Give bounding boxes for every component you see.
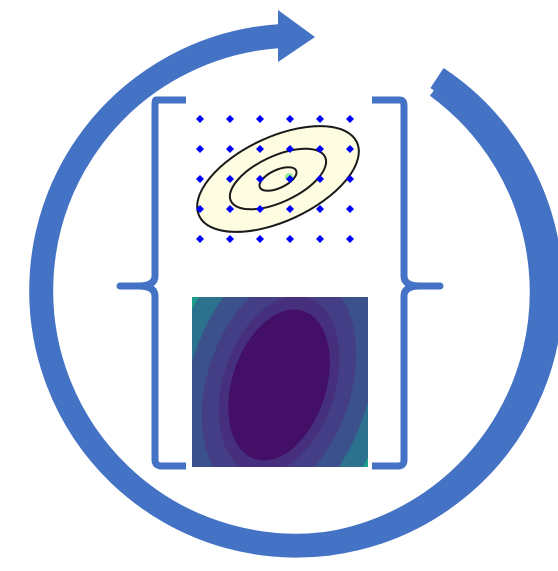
grid-point bbox=[316, 205, 324, 213]
grid-point bbox=[316, 145, 324, 153]
grid-point bbox=[256, 115, 264, 123]
grid-point bbox=[196, 205, 204, 213]
cycle-arc-right bbox=[324, 76, 554, 556]
heatmap-core bbox=[228, 309, 330, 461]
grid-point bbox=[226, 145, 234, 153]
heatmap bbox=[192, 297, 368, 467]
grid-point bbox=[346, 145, 354, 153]
grid-point bbox=[256, 235, 264, 243]
grid-point bbox=[346, 205, 354, 213]
contour-inner bbox=[258, 166, 298, 192]
right-curly-brace-icon bbox=[372, 96, 444, 470]
grid-point bbox=[286, 115, 294, 123]
grid-point bbox=[346, 175, 354, 183]
grid-point bbox=[316, 235, 324, 243]
grid-point bbox=[346, 115, 354, 123]
grid-point bbox=[256, 175, 264, 183]
grid-point bbox=[196, 145, 204, 153]
grid-point bbox=[316, 115, 324, 123]
grid-point bbox=[226, 115, 234, 123]
grid-point bbox=[286, 145, 294, 153]
grid-point bbox=[196, 235, 204, 243]
grid-point bbox=[256, 145, 264, 153]
grid-point bbox=[256, 205, 264, 213]
grid-point bbox=[346, 235, 354, 243]
grid-point bbox=[286, 175, 294, 183]
sample-grid bbox=[196, 115, 354, 243]
grid-point bbox=[196, 175, 204, 183]
contour-plot bbox=[196, 125, 360, 233]
cycle-arrowhead bbox=[278, 10, 315, 62]
grid-point bbox=[226, 235, 234, 243]
contour-outer bbox=[196, 125, 360, 233]
grid-point bbox=[196, 115, 204, 123]
grid-point bbox=[316, 175, 324, 183]
grid-point bbox=[286, 235, 294, 243]
grid-point bbox=[226, 175, 234, 183]
grid-point bbox=[286, 205, 294, 213]
left-curly-brace-icon bbox=[116, 96, 186, 470]
grid-point bbox=[226, 205, 234, 213]
contour-middle bbox=[228, 147, 328, 211]
